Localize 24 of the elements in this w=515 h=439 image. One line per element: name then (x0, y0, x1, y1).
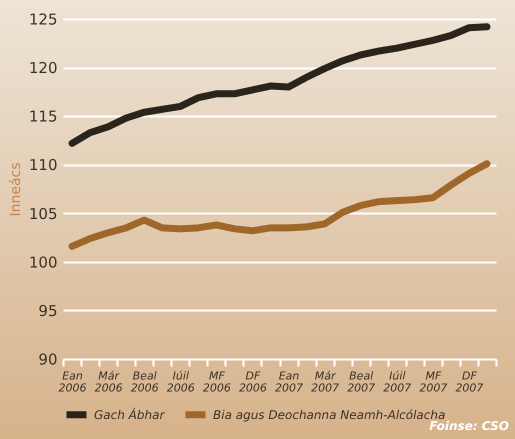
y-tick-label: 100 (28, 253, 58, 272)
y-tick-label: 115 (28, 108, 58, 126)
x-tick-label: Ean 2007 (275, 370, 304, 394)
x-tick-label: DF 2007 (455, 370, 484, 394)
x-tick-label: Már 2007 (311, 370, 340, 394)
y-axis-title: Inneács (8, 162, 24, 217)
y-tick-label: 125 (28, 10, 58, 28)
y-tick-label: 120 (28, 59, 58, 78)
x-tick-label: Beal 2006 (130, 370, 159, 394)
legend-label: Bia agus Deochanna Neamh-Alcólacha (213, 408, 446, 422)
y-tick-label: 105 (28, 204, 58, 223)
y-tick-label: 95 (38, 302, 58, 320)
y-tick-label: 110 (28, 156, 58, 174)
x-tick-label: DF 2006 (238, 370, 267, 394)
x-tick-label: Beal 2007 (347, 370, 376, 394)
legend-label: Gach Ábhar (94, 406, 166, 422)
x-tick-label: MF 2006 (202, 370, 231, 394)
x-tick-label: Iúil 2007 (383, 370, 412, 394)
text: Foinse: CSO (429, 419, 509, 433)
x-tick-label: Iúil 2006 (166, 370, 195, 394)
x-tick-label: Ean 2006 (58, 370, 87, 394)
y-tick-label: 90 (38, 350, 58, 368)
x-tick-label: MF 2007 (419, 370, 448, 394)
x-tick-label: Már 2006 (94, 370, 123, 394)
